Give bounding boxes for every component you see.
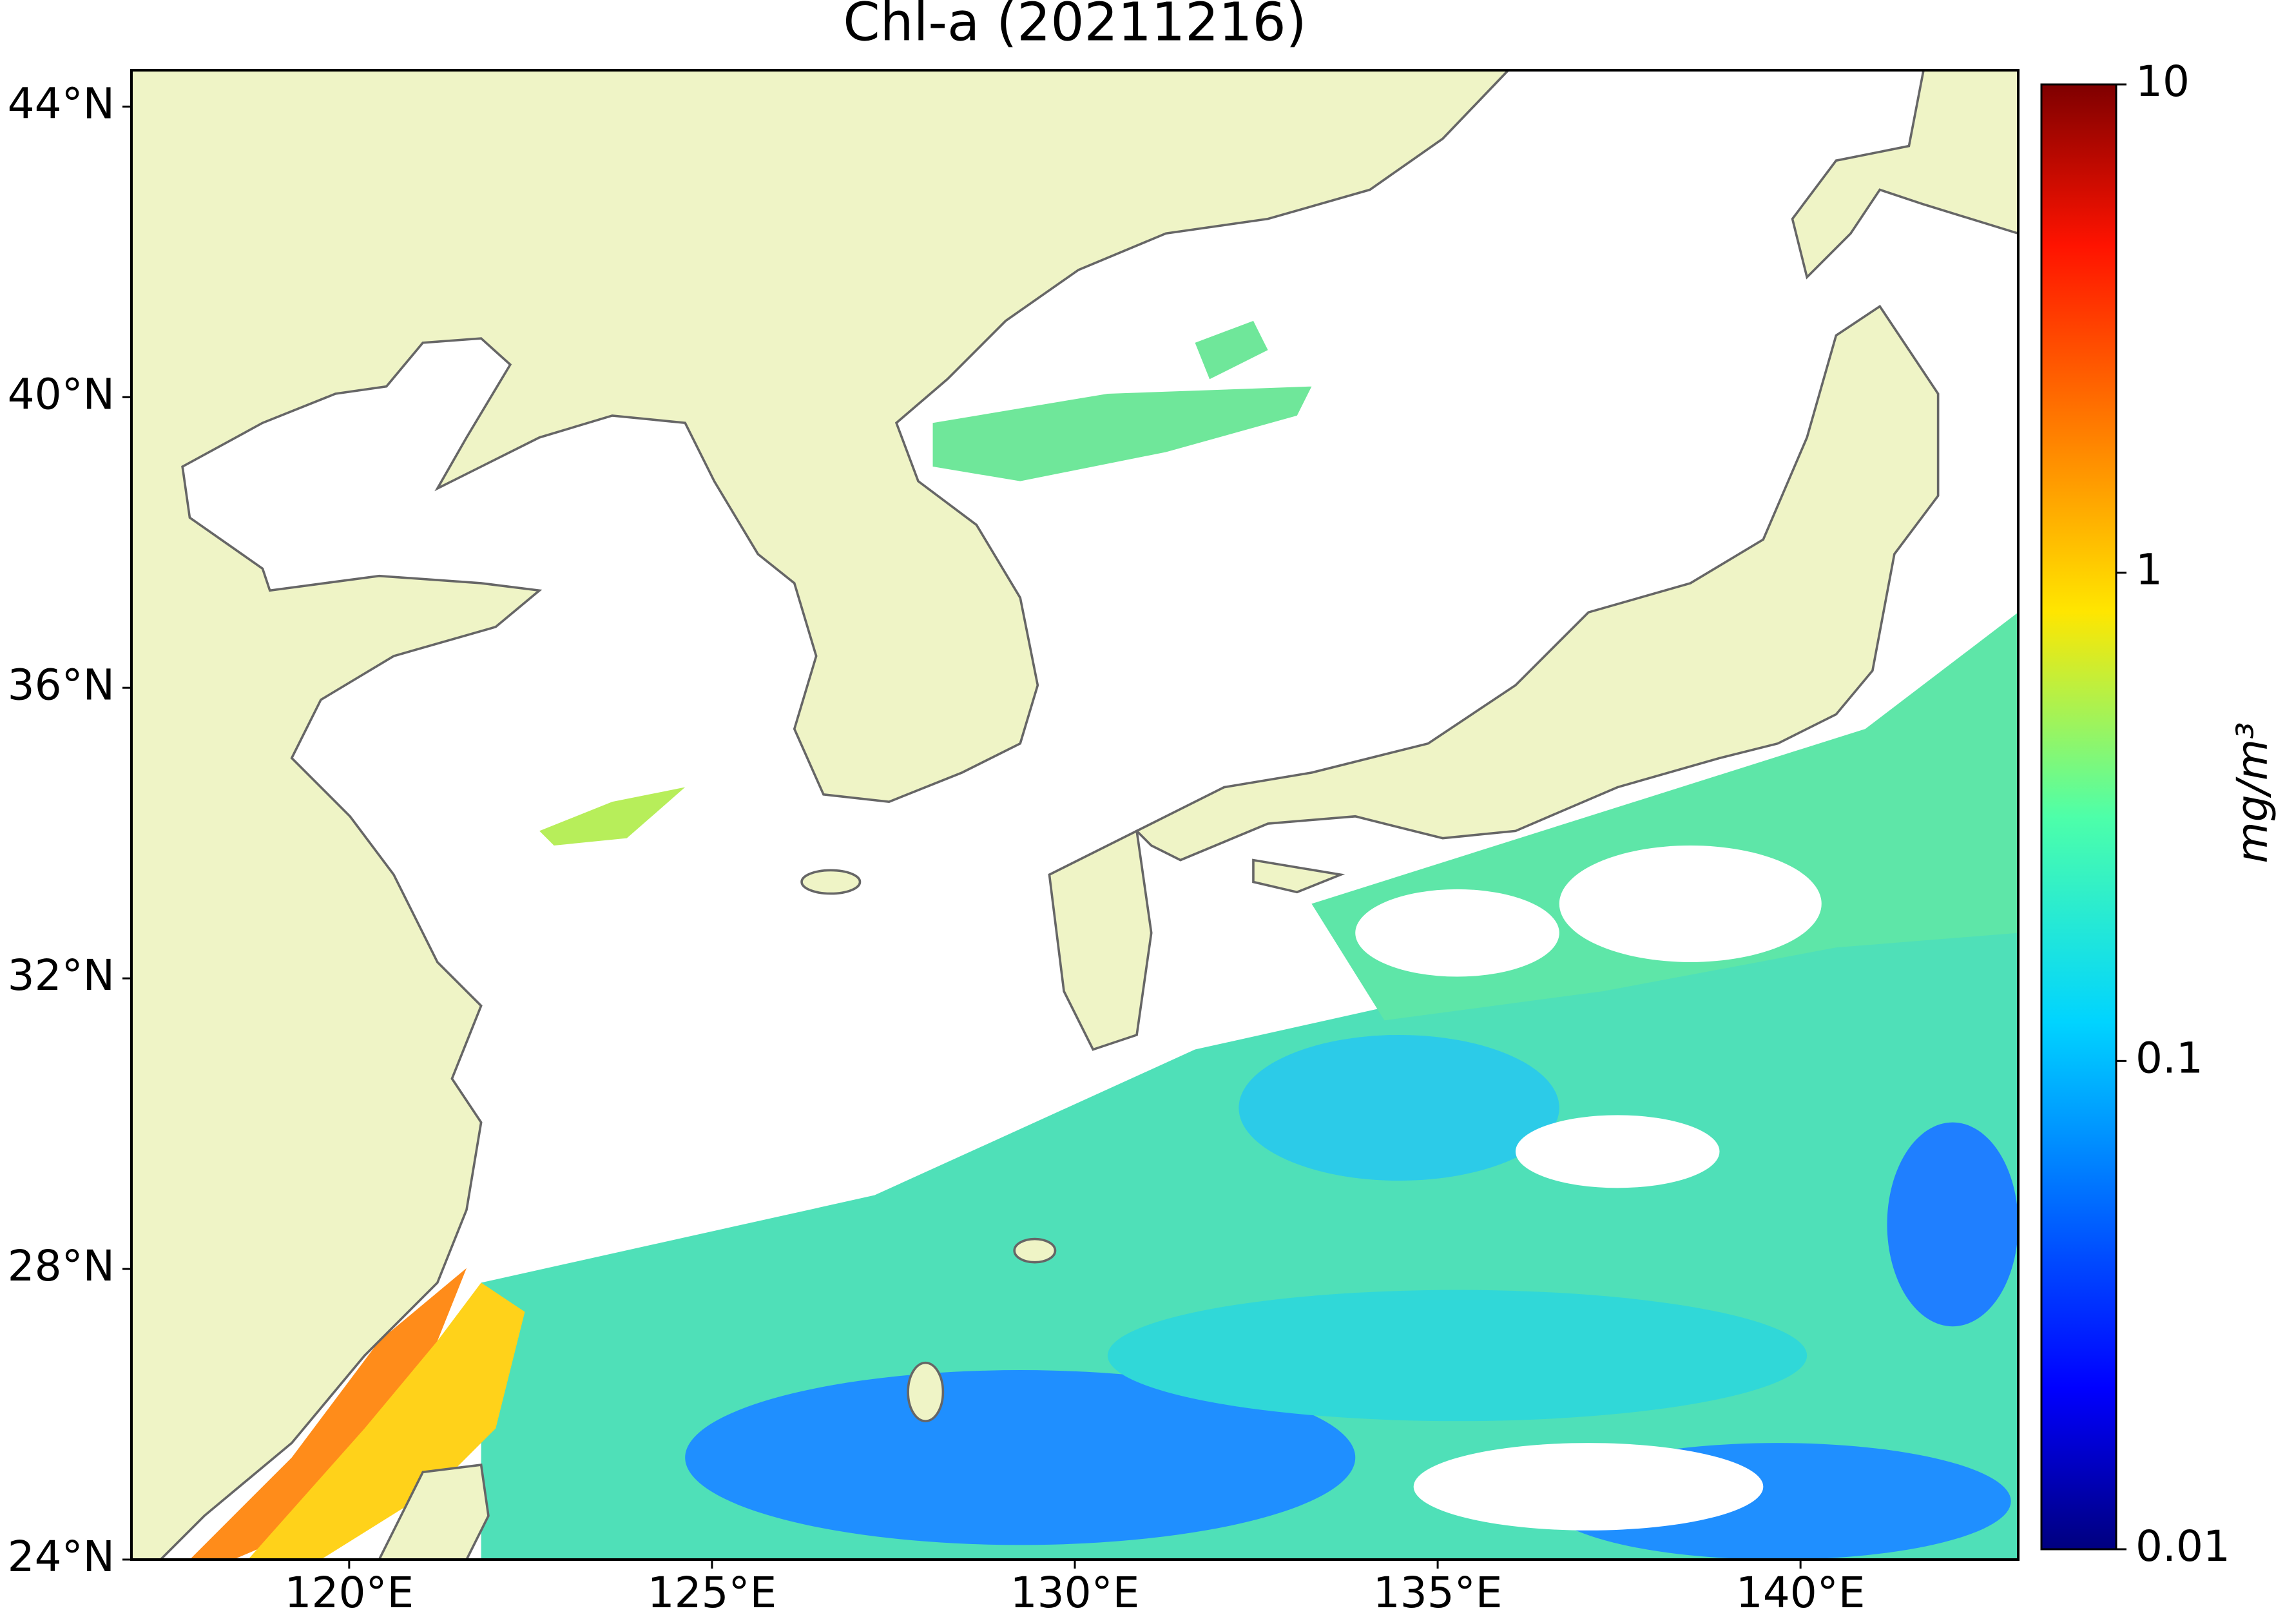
chl-mid (1239, 1034, 1559, 1181)
chl-field (1195, 320, 1268, 380)
cloud (1355, 889, 1559, 977)
map (131, 70, 2018, 1560)
chl-field (932, 386, 1312, 481)
y-tick-label: 36°N (8, 660, 115, 710)
land (1791, 70, 2018, 280)
cloud (1559, 845, 1822, 962)
x-tick-label: 130°E (1010, 1568, 1140, 1618)
land (1013, 1237, 1057, 1264)
land (800, 869, 862, 895)
cloud (1413, 1443, 1764, 1531)
colorbar (2040, 83, 2117, 1551)
cloud (1515, 1115, 1720, 1188)
y-tick-label: 28°N (8, 1241, 115, 1291)
chl-high (247, 1282, 525, 1560)
colorbar-tick-label: 0.01 (2136, 1522, 2230, 1571)
x-tick-label: 120°E (285, 1568, 414, 1618)
x-tick-label: 125°E (648, 1568, 777, 1618)
land (131, 70, 1510, 1560)
y-tick-label: 32°N (8, 951, 115, 1000)
chl-low (1887, 1122, 2018, 1327)
chart-title: Chl-a (20211216) (843, 0, 1306, 53)
colorbar-label: mg/m³ (2228, 722, 2277, 863)
land (907, 1361, 945, 1422)
chl-high (189, 1268, 467, 1560)
x-tick-label: 135°E (1373, 1568, 1503, 1618)
x-tick-label: 140°E (1736, 1568, 1866, 1618)
y-tick-label: 24°N (8, 1532, 115, 1581)
land (378, 1464, 490, 1560)
colorbar-tick-label: 1 (2136, 545, 2163, 595)
land (1135, 304, 1940, 862)
chl-mid (1107, 1290, 1808, 1422)
colorbar-tick-label: 10 (2136, 57, 2190, 106)
chl-field (539, 787, 686, 846)
colorbar-tick-label: 0.1 (2136, 1033, 2203, 1083)
y-tick-label: 44°N (8, 79, 115, 128)
land (1252, 858, 1345, 894)
y-tick-label: 40°N (8, 369, 115, 419)
chl-low (685, 1370, 1356, 1545)
